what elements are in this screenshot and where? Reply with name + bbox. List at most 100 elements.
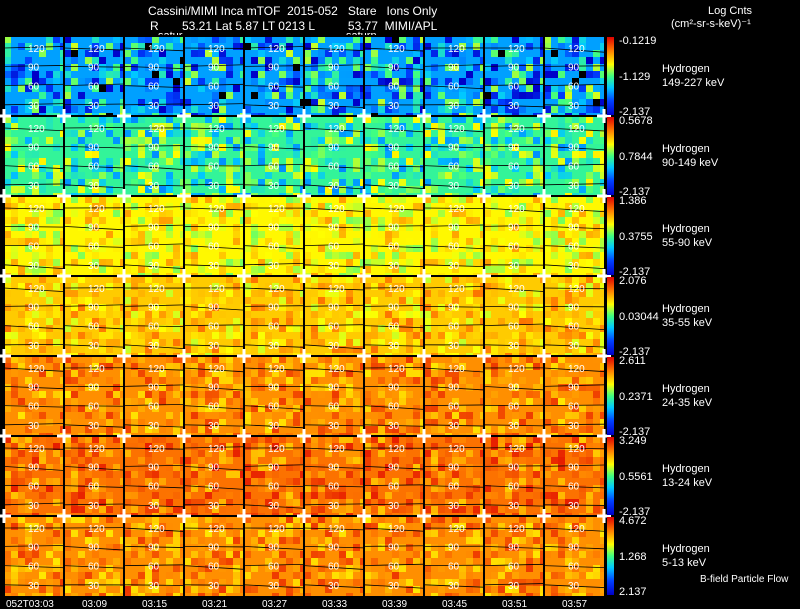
heatmap-pixel — [173, 158, 180, 165]
heatmap-pixel — [364, 259, 371, 266]
heatmap-pixel — [385, 523, 392, 530]
heatmap-pixel — [258, 266, 265, 273]
heatmap-pixel — [198, 537, 205, 544]
heatmap-pixel — [452, 99, 459, 106]
contour-label: 60 — [148, 322, 160, 333]
heatmap-pixel — [152, 266, 159, 273]
heatmap-pixel — [92, 210, 99, 217]
heatmap-pixel — [452, 426, 459, 433]
heatmap-pixel — [124, 311, 131, 318]
heatmap-pixel — [540, 165, 544, 172]
heatmap-pixel — [505, 537, 512, 544]
heatmap-pixel — [544, 36, 551, 43]
heatmap-pixel — [540, 471, 544, 478]
contour-label: 90 — [328, 542, 340, 553]
contour-label: 120 — [388, 364, 405, 375]
heatmap-pixel — [413, 558, 420, 565]
contour-label: 60 — [88, 322, 100, 333]
heatmap-pixel — [184, 99, 191, 106]
heatmap-pixel — [431, 64, 438, 71]
heatmap-pixel — [551, 436, 558, 443]
heatmap-pixel — [480, 78, 484, 85]
heatmap-pixel — [286, 464, 293, 471]
heatmap-pixel — [279, 398, 286, 405]
heatmap-pixel — [364, 443, 371, 450]
heatmap-pixel — [180, 346, 184, 353]
heatmap-pixel — [212, 523, 219, 530]
heatmap-pixel — [505, 471, 512, 478]
heatmap-pixel — [512, 363, 519, 370]
heatmap-pixel — [526, 565, 533, 572]
heatmap-pixel — [191, 391, 198, 398]
contour-label: 60 — [328, 162, 340, 173]
contour-label: 60 — [388, 82, 400, 93]
contour-line — [543, 344, 605, 348]
heatmap-pixel — [124, 579, 131, 586]
heatmap-pixel — [4, 450, 11, 457]
heatmap-pixel — [60, 572, 64, 579]
heatmap-pixel — [293, 537, 300, 544]
heatmap-pixel — [452, 259, 459, 266]
contour-label: 30 — [508, 501, 520, 512]
heatmap-pixel — [480, 231, 484, 238]
heatmap-pixel — [512, 426, 519, 433]
heatmap-pixel — [272, 130, 279, 137]
heatmap-pixel — [346, 273, 353, 276]
heatmap-pixel — [233, 193, 240, 196]
heatmap-pixel — [173, 318, 180, 325]
heatmap-pixel — [258, 537, 265, 544]
heatmap-pixel — [219, 210, 226, 217]
heatmap-pixel — [226, 186, 233, 193]
heatmap-pixel — [138, 196, 145, 203]
heatmap-pixel — [413, 530, 420, 537]
heatmap-pixel — [226, 346, 233, 353]
heatmap-pixel — [244, 158, 251, 165]
heatmap-pixel — [533, 196, 540, 203]
heatmap-pixel — [512, 71, 519, 78]
heatmap-pixel — [466, 450, 473, 457]
heatmap-pixel — [445, 106, 452, 113]
heatmap-pixel — [392, 478, 399, 485]
plus-marker — [297, 109, 311, 123]
heatmap-pixel — [551, 245, 558, 252]
heatmap-pixel — [311, 276, 318, 283]
plus-marker — [357, 429, 371, 443]
heatmap-pixel — [279, 405, 286, 412]
heatmap-pixel — [304, 370, 311, 377]
heatmap-pixel — [364, 506, 371, 513]
heatmap-pixel — [526, 224, 533, 231]
heatmap-pixel — [399, 245, 406, 252]
heatmap-pixel — [480, 196, 484, 203]
heatmap-pixel — [92, 513, 99, 516]
heatmap-pixel — [53, 478, 60, 485]
heatmap-pixel — [113, 116, 120, 123]
heatmap-pixel — [219, 297, 226, 304]
heatmap-pixel — [244, 551, 251, 558]
heatmap-pixel — [512, 572, 519, 579]
heatmap-pixel — [378, 579, 385, 586]
heatmap-pixel — [18, 43, 25, 50]
heatmap-pixel — [279, 245, 286, 252]
heatmap-pixel — [124, 57, 131, 64]
heatmap-pixel — [184, 186, 191, 193]
heatmap-pixel — [219, 78, 226, 85]
contour-label: 120 — [148, 284, 165, 295]
heatmap-pixel — [251, 537, 258, 544]
heatmap-pixel — [166, 457, 173, 464]
heatmap-pixel — [519, 203, 526, 210]
plus-marker — [177, 349, 191, 363]
contour-label: 90 — [88, 142, 100, 153]
heatmap-pixel — [131, 332, 138, 339]
heatmap-pixel — [300, 92, 304, 99]
heatmap-pixel — [180, 318, 184, 325]
heatmap-pixel — [244, 179, 251, 186]
heatmap-pixel — [491, 106, 498, 113]
heatmap-pixel — [39, 203, 46, 210]
heatmap-pixel — [353, 398, 360, 405]
heatmap-pixel — [11, 551, 18, 558]
heatmap-pixel — [272, 384, 279, 391]
heatmap-pixel — [32, 165, 39, 172]
